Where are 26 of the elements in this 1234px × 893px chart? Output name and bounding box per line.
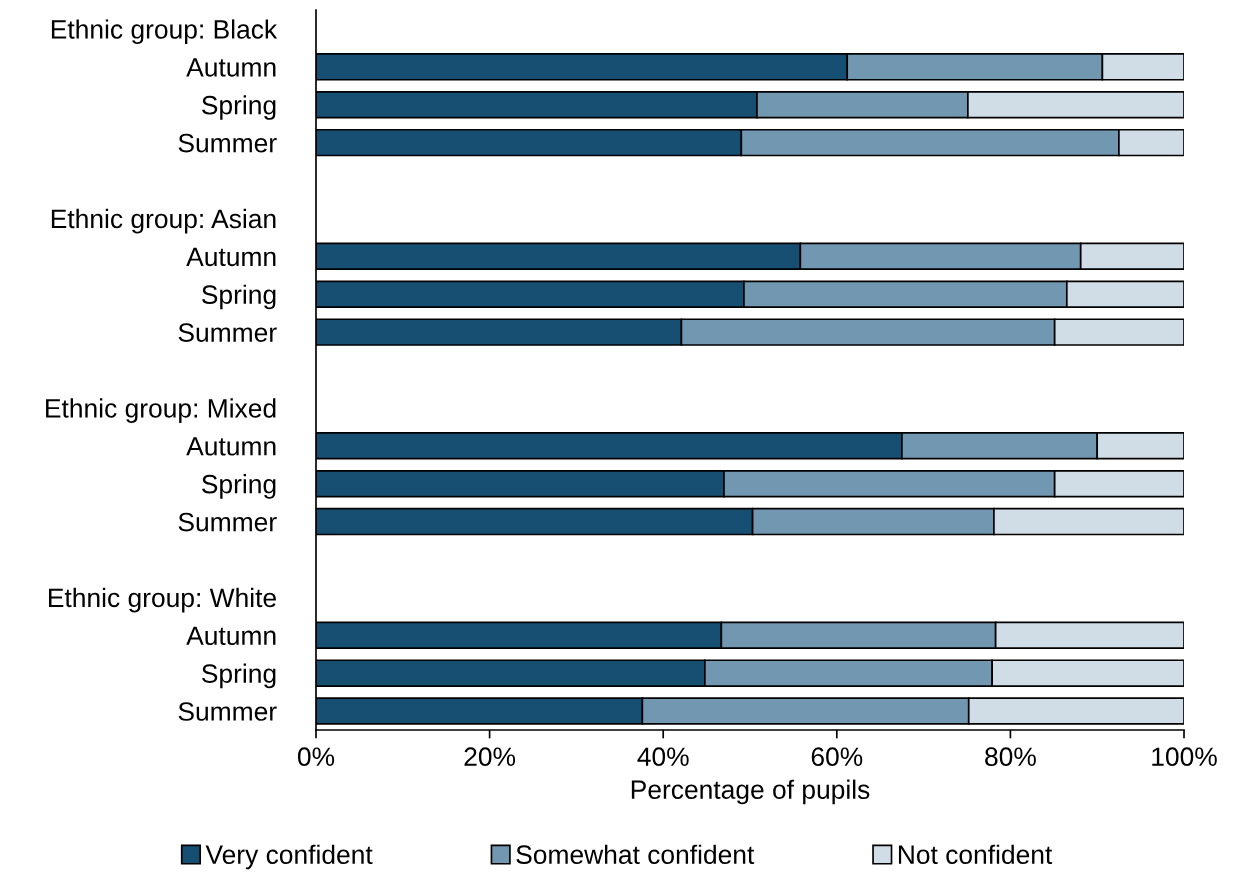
y-tick-label: Autumn bbox=[186, 626, 276, 646]
y-tick-label: Summer bbox=[178, 133, 277, 153]
y-tick-label: Spring bbox=[202, 95, 276, 120]
y-tick-label: Autumn bbox=[186, 247, 276, 267]
x-tick-label: 60% bbox=[811, 747, 863, 767]
y-tick-label: Summer bbox=[178, 512, 277, 532]
y-tick-label: Summer bbox=[178, 702, 277, 721]
x-tick-label: 100% bbox=[1152, 747, 1217, 767]
y-tick-label: Autumn bbox=[186, 58, 276, 77]
x-tick-label: 0% bbox=[297, 747, 335, 767]
y-tick-label: Ethnic group: White bbox=[49, 587, 276, 613]
y-tick-label: Spring bbox=[202, 663, 276, 689]
legend-label: Very confident bbox=[205, 844, 373, 870]
x-tick-label: 40% bbox=[637, 747, 689, 767]
x-axis-title: Percentage of pupils bbox=[631, 779, 870, 805]
y-tick-label: Spring bbox=[202, 474, 276, 499]
y-tick-label: Summer bbox=[178, 323, 277, 342]
legend-label: Somewhat confident bbox=[516, 844, 755, 865]
x-tick-label: 20% bbox=[464, 747, 516, 767]
y-tick-label: Autumn bbox=[186, 437, 276, 456]
y-tick-label: Ethnic group: Mixed bbox=[46, 398, 276, 423]
y-tick-label: Spring bbox=[202, 284, 276, 310]
x-tick-label: 80% bbox=[985, 747, 1036, 767]
legend-label: Not confident bbox=[898, 844, 1053, 865]
y-tick-label: Ethnic group: Black bbox=[51, 19, 278, 44]
y-tick-label: Ethnic group: Asian bbox=[51, 208, 276, 234]
